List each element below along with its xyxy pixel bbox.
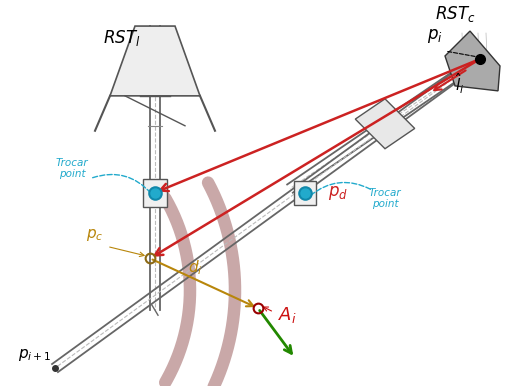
Text: Trocar
point: Trocar point — [56, 158, 88, 179]
Polygon shape — [355, 99, 415, 149]
Text: $RST_l$: $RST_l$ — [103, 28, 141, 48]
Text: $p_{i+1}$: $p_{i+1}$ — [18, 347, 51, 363]
Polygon shape — [110, 26, 200, 96]
Bar — [143, 179, 167, 207]
Text: Trocar
point: Trocar point — [369, 188, 401, 209]
Text: $\hat{l}_i$: $\hat{l}_i$ — [455, 71, 465, 96]
Bar — [294, 181, 316, 205]
Text: $d_i$: $d_i$ — [188, 258, 202, 277]
Text: $A_i$: $A_i$ — [278, 305, 297, 325]
Text: $RST_c$: $RST_c$ — [435, 4, 475, 24]
Text: $p_c$: $p_c$ — [86, 227, 104, 244]
Text: $p_d$: $p_d$ — [328, 184, 348, 201]
Polygon shape — [445, 31, 500, 91]
Text: $p_i$: $p_i$ — [427, 27, 443, 45]
